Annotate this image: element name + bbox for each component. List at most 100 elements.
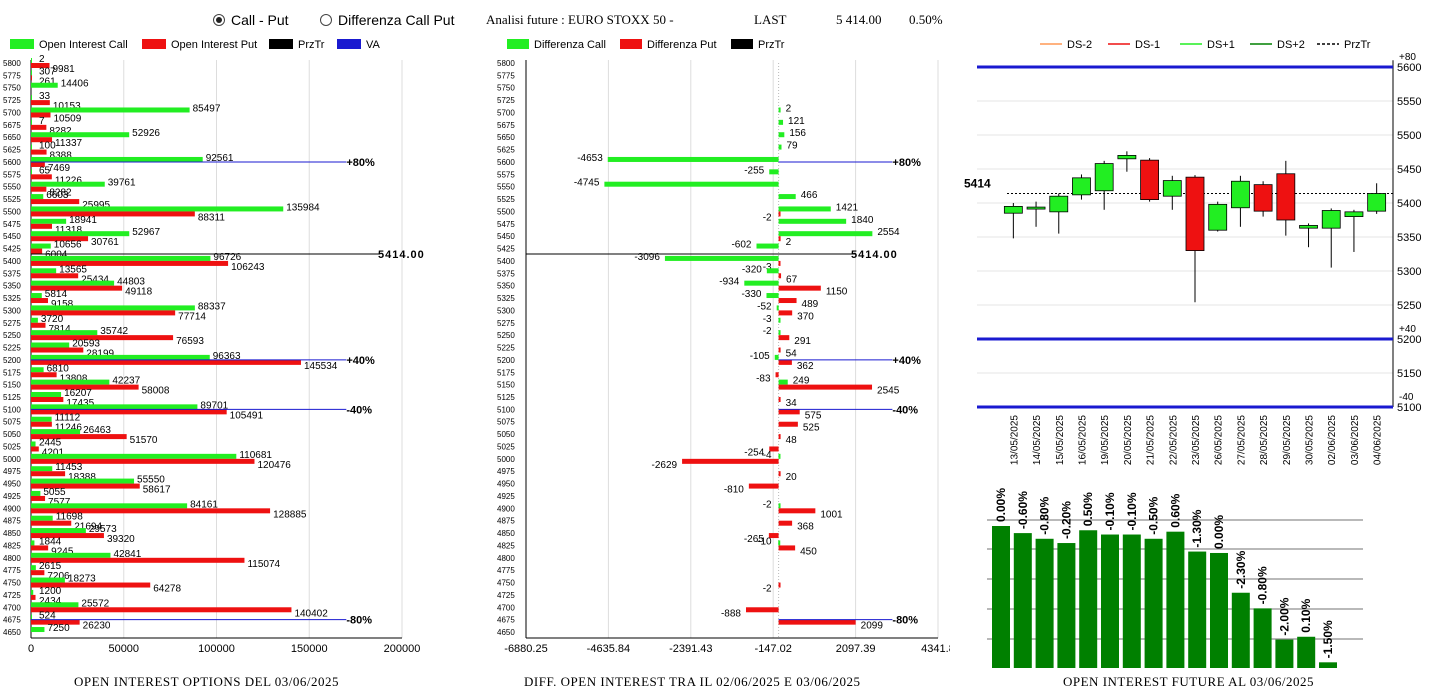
- chart3-date-tick: 22/05/2025: [1168, 415, 1179, 465]
- chart2-call-bar: [778, 231, 873, 237]
- chart2-call-bar: [778, 540, 781, 546]
- chart1-put-bar: [31, 508, 271, 514]
- chart3-oi-bar: [1013, 533, 1032, 668]
- chart3-y-tick: 5100: [1397, 402, 1421, 414]
- last-change: 0.50%: [909, 12, 943, 27]
- chart1-legend-swatch: [142, 39, 166, 49]
- chart1-put-label: 128885: [273, 509, 307, 520]
- chart2-y-tick: 5175: [497, 368, 515, 377]
- chart1-put-label: 26230: [83, 621, 111, 632]
- chart1-put-bar: [31, 137, 53, 143]
- chart1-put-bar: [31, 557, 245, 563]
- chart3-y-tick: 5550: [1397, 96, 1421, 108]
- chart1-put-label: 17435: [66, 398, 94, 409]
- chart3-date-tick: 21/05/2025: [1146, 415, 1157, 465]
- chart1-y-tick: 5175: [3, 368, 21, 377]
- chart2-put-bar: [778, 396, 781, 402]
- chart1-put-bar: [31, 161, 45, 167]
- chart1-call-label: 33: [39, 91, 51, 102]
- chart2-put-bar: [768, 533, 779, 539]
- chart3-candle-up: [1367, 193, 1387, 212]
- chart1-y-tick: 4750: [3, 579, 21, 588]
- chart1-x-tick: 0: [28, 643, 34, 655]
- chart1-legend-label: Open Interest Put: [171, 39, 257, 51]
- chart2-y-tick: 5450: [497, 232, 515, 241]
- chart1-call-bar: [31, 231, 130, 237]
- chart1-call-label: 26463: [83, 425, 111, 436]
- chart3-candle-up: [1094, 163, 1114, 192]
- chart1-call-bar: [31, 243, 51, 249]
- chart1-call-label: 7250: [47, 623, 70, 634]
- chart2-y-tick: 5000: [497, 455, 515, 464]
- chart1-call-label: 55550: [137, 475, 165, 486]
- chart1-put-label: 51570: [130, 435, 158, 446]
- chart1-y-tick: 5525: [3, 195, 21, 204]
- chart2-marker-label: +40%: [892, 355, 921, 367]
- chart3-oi-bar: [1297, 636, 1316, 668]
- chart1-call-bar: [31, 614, 32, 620]
- chart1-put-label: 9245: [51, 546, 74, 557]
- chart2-put-bar: [778, 236, 781, 242]
- chart1-y-tick: 5150: [3, 381, 21, 390]
- chart2-put-bar: [745, 607, 779, 613]
- chart2-y-tick: 5300: [497, 306, 515, 315]
- chart1-put-label: 58617: [143, 485, 171, 496]
- chart1-put-label: 145534: [304, 361, 338, 372]
- chart2-y-tick: 4950: [497, 480, 515, 489]
- chart3-oi-bar-label: -2.00%: [1277, 597, 1291, 635]
- chart2-call-bar: [778, 503, 781, 509]
- chart2-y-tick: 5700: [497, 108, 515, 117]
- chart3-y-tick: 5600: [1397, 62, 1421, 74]
- chart1-put-label: 58008: [142, 386, 170, 397]
- chart2-value-label: 48: [786, 435, 798, 446]
- chart1-call-label: 10656: [54, 240, 82, 251]
- chart2-value-label: 54: [786, 349, 798, 360]
- chart1-call-bar: [31, 95, 32, 101]
- chart2-legend-swatch: [507, 39, 529, 49]
- chart2-y-tick: 5050: [497, 430, 515, 439]
- chart3-oi-bar: [1122, 534, 1141, 668]
- chart3-price-label: 5414: [964, 176, 991, 190]
- chart1-y-tick: 4675: [3, 616, 21, 625]
- chart1-y-tick: 5750: [3, 84, 21, 93]
- chart1-put-label: 13808: [60, 373, 88, 384]
- chart3-oi-bar: [1319, 662, 1337, 668]
- chart1-marker-label: -40%: [346, 404, 372, 416]
- chart1-put-bar: [31, 409, 227, 415]
- chart1-put-bar: [31, 594, 36, 600]
- chart1-y-tick: 4775: [3, 566, 21, 575]
- chart3-candle-up: [1162, 180, 1182, 197]
- chart1-title: OPEN INTEREST OPTIONS DEL 03/06/2025: [74, 674, 339, 689]
- chart3-oi-bar-label: -1.30%: [1190, 509, 1204, 547]
- chart2-y-tick: 5625: [497, 146, 515, 155]
- radio-differenza[interactable]: Differenza Call Put: [320, 12, 454, 28]
- chart3-candle-up: [1299, 225, 1318, 229]
- chart2-put-bar: [769, 446, 779, 452]
- chart3-date-tick: 02/06/2025: [1327, 415, 1338, 465]
- chart2-y-tick: 5525: [497, 195, 515, 204]
- chart2-y-tick: 5500: [497, 207, 515, 216]
- chart1-put-bar: [31, 248, 43, 254]
- chart1-call-bar: [31, 317, 38, 323]
- chart1-call-bar: [31, 627, 45, 633]
- chart3-oi-bar: [1253, 608, 1272, 668]
- chart1-put-label: 2434: [39, 596, 62, 607]
- chart1-put-bar: [31, 75, 32, 81]
- chart1-put-bar: [31, 260, 229, 266]
- radio-call-put[interactable]: Call - Put: [213, 12, 289, 28]
- chart2-put-bar: [778, 520, 793, 526]
- chart1-y-tick: 5125: [3, 393, 21, 402]
- chart1-x-tick: 100000: [198, 643, 235, 655]
- chart1-y-tick: 5800: [3, 59, 21, 68]
- chart2-call-bar: [766, 268, 779, 274]
- chart1-put-bar: [31, 495, 46, 501]
- chart2-value-label: 2554: [877, 227, 900, 238]
- chart3-date-tick: 29/05/2025: [1282, 415, 1293, 465]
- chart3-oi-bar-label: 0.00%: [994, 488, 1008, 522]
- chart1-legend-swatch: [10, 39, 34, 49]
- chart1-x-tick: 50000: [108, 643, 139, 655]
- chart2-put-bar: [778, 471, 781, 477]
- chart1-put-bar: [31, 359, 301, 365]
- chart1-y-tick: 5200: [3, 356, 21, 365]
- future-open-interest-chart: DS-2 DS-1 DS+1 DS+2 PrzTr 5600 5550 5500 5450 540…: [964, 39, 1421, 668]
